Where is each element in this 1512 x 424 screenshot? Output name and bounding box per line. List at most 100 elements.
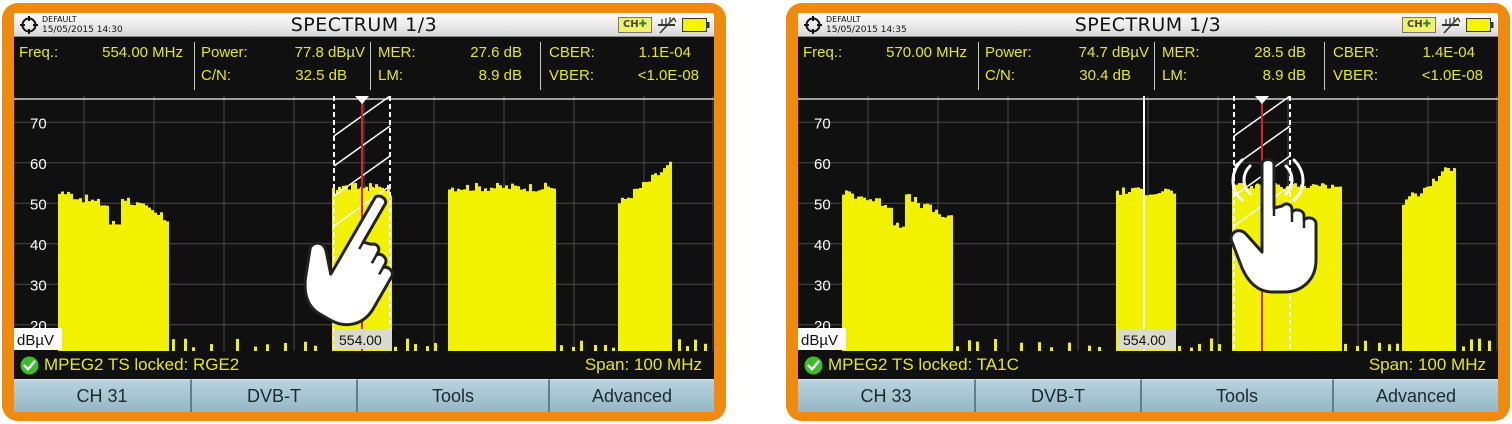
spectrum-bar <box>1447 168 1450 351</box>
spectrum-bar <box>857 196 860 351</box>
noise-bar <box>1210 338 1213 351</box>
spectrum-bar <box>881 205 884 351</box>
spectrum-bar <box>88 201 91 351</box>
press-wave <box>1284 164 1294 196</box>
noise-bar <box>1470 339 1473 351</box>
noise-bar <box>594 344 597 351</box>
spectrum-bar <box>124 200 127 351</box>
spectrum-bar <box>1334 188 1337 351</box>
softkey-channel[interactable]: CH 33 <box>798 379 976 412</box>
noise-bar <box>1020 342 1023 351</box>
lm-label: LM: <box>378 67 404 84</box>
noise-bar <box>406 338 409 351</box>
spectrum-bar <box>538 190 541 351</box>
noise-bar <box>612 347 615 351</box>
spectrum-bar <box>94 200 97 351</box>
noise-bar <box>1344 343 1347 351</box>
measurement-panel: Freq.: 570.00 MHz Power: 74.7 dBµV C/N: … <box>798 38 1498 96</box>
marker-readout-bg <box>1118 329 1176 349</box>
spectrum-bar <box>103 205 106 351</box>
divider <box>370 42 371 90</box>
y-tick-label: 50 <box>30 196 47 213</box>
noise-bar <box>686 346 689 351</box>
noise-bar <box>1378 342 1381 351</box>
unit-label: dBµV <box>801 332 838 349</box>
antenna-icon <box>1442 17 1461 34</box>
spectrum-bar <box>878 198 881 351</box>
spectrum-bar <box>511 183 514 351</box>
channel-mode-badge[interactable]: CH✚ <box>618 17 652 33</box>
spectrum-bar <box>1170 190 1173 351</box>
softkey-standard[interactable]: DVB-T <box>192 379 358 412</box>
noise-bar <box>956 346 959 351</box>
spectrum-bar <box>1423 187 1426 351</box>
spectrum-bar <box>902 226 905 351</box>
spectrum-bar <box>553 188 556 351</box>
spectrum-bar <box>493 188 496 351</box>
noise-bar <box>1388 344 1391 351</box>
spectrum-bar <box>1116 190 1119 351</box>
noise-bar <box>1462 346 1465 351</box>
noise-bar <box>1050 347 1053 351</box>
marker-readout: 554.00 <box>1123 332 1166 348</box>
y-tick-label: 60 <box>814 156 831 173</box>
spectrum-bar <box>935 209 938 351</box>
channel-mode-badge[interactable]: CH✚ <box>1402 17 1436 33</box>
spectrum-bar <box>157 214 160 351</box>
spectrum-bar <box>472 190 475 351</box>
y-tick-label: 70 <box>30 115 47 132</box>
spectrum-bar <box>1441 171 1444 351</box>
divider <box>1324 42 1325 90</box>
spectrum-bar <box>109 224 112 351</box>
spectrum-bar <box>633 188 636 351</box>
divider <box>1154 42 1155 90</box>
power-value: 74.7 dBµV <box>1078 44 1149 61</box>
crosshair-icon[interactable] <box>20 16 38 34</box>
noise-bar <box>1088 345 1091 351</box>
spectrum-bar <box>1235 184 1238 351</box>
softkey-tools[interactable]: Tools <box>358 379 550 412</box>
spectrum-bar <box>142 203 145 351</box>
spectrum-bar <box>1450 170 1453 351</box>
spectrum-bar <box>61 191 64 351</box>
spectrum-bar <box>139 202 142 351</box>
noise-bar <box>604 344 607 351</box>
spectrum-bar <box>1137 187 1140 351</box>
finger-crease <box>378 266 385 276</box>
preset-name: DEFAULT <box>42 15 77 24</box>
spectrum-bar <box>547 186 550 351</box>
softkey-advanced[interactable]: Advanced <box>1334 379 1498 412</box>
spectrum-bar <box>899 227 902 351</box>
tap-icon <box>303 194 394 327</box>
unit-label-bg <box>14 328 62 350</box>
spectrum-bar <box>929 204 932 351</box>
y-tick-label: 70 <box>814 115 831 132</box>
spectrum-bar <box>151 210 154 351</box>
spectrum-bar <box>624 198 627 351</box>
check-icon <box>804 356 823 375</box>
spectrum-bar <box>639 187 642 351</box>
softkey-channel[interactable]: CH 31 <box>14 379 192 412</box>
noise-bar <box>1190 347 1193 351</box>
spectrum-bar <box>1161 191 1164 351</box>
spectrum-bar <box>651 174 654 351</box>
spectrum-bar <box>115 224 118 351</box>
noise-bar <box>1218 344 1221 351</box>
spectrum-bar <box>481 191 484 351</box>
mer-value: 28.5 dB <box>1254 44 1306 61</box>
spectrum-bar <box>448 189 451 351</box>
crosshair-icon[interactable] <box>804 16 822 34</box>
y-tick-label: 40 <box>814 237 831 254</box>
spectrum-bar <box>1173 193 1176 351</box>
softkey-advanced[interactable]: Advanced <box>550 379 714 412</box>
y-tick-label: 30 <box>30 277 47 294</box>
softkey-standard[interactable]: DVB-T <box>976 379 1142 412</box>
spectrum-bar <box>863 197 866 351</box>
span-value: Span: 100 MHz <box>1368 355 1486 374</box>
spectrum-bar <box>1131 188 1134 351</box>
softkey-tools[interactable]: Tools <box>1142 379 1334 412</box>
spectrum-bar <box>64 194 67 351</box>
title-bar: DEFAULT 15/05/2015 14:30 SPECTRUM 1/3 CH… <box>14 13 714 37</box>
